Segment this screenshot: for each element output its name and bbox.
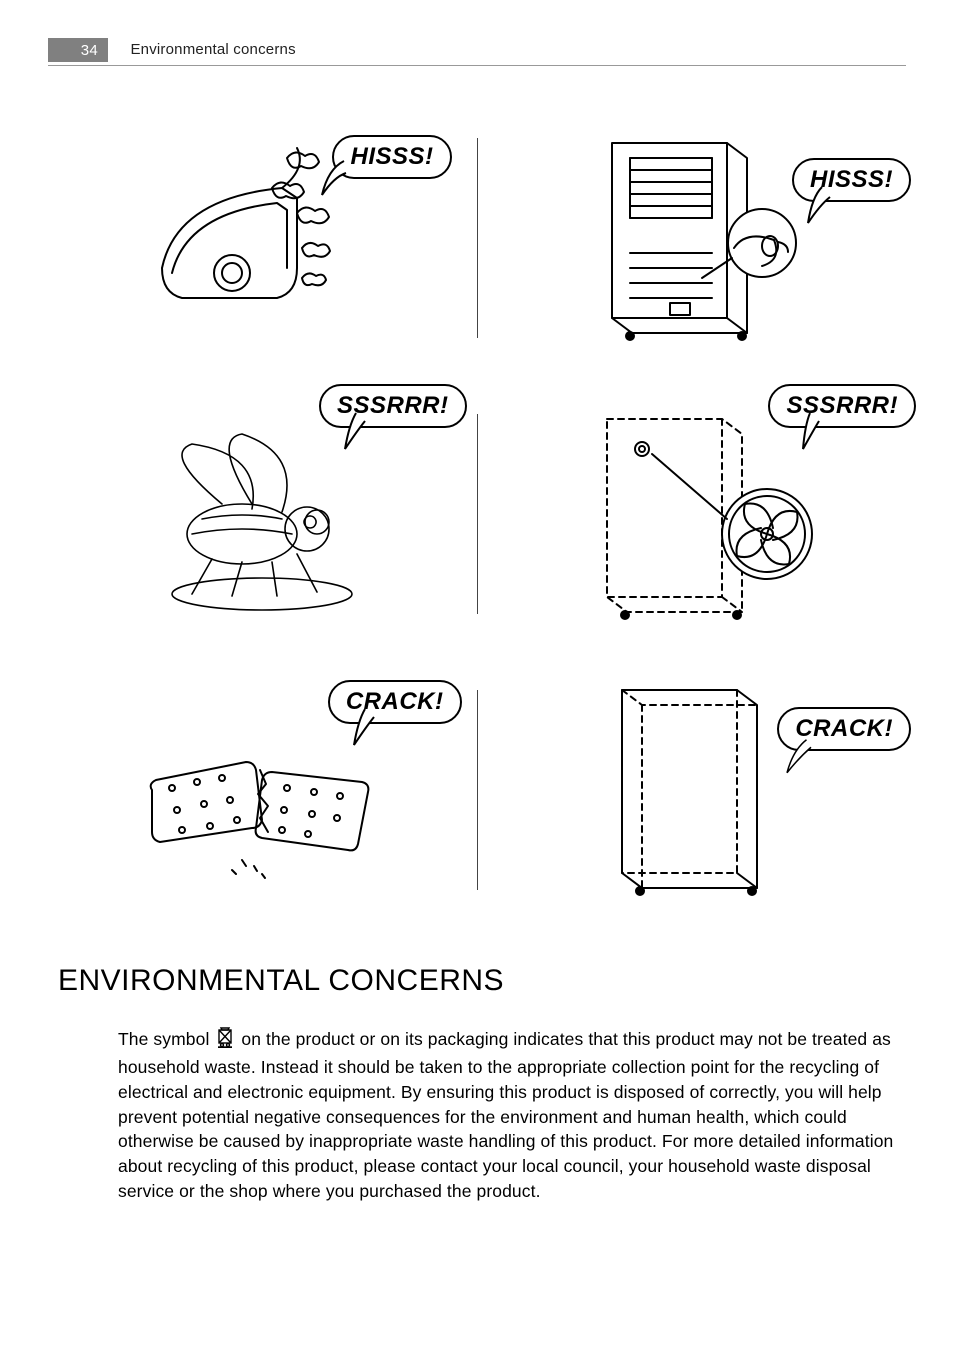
body-text-after: on the product or on its packaging indic… [118, 1029, 893, 1201]
speech-bubble: CRACK! [777, 707, 911, 751]
figure-row: HISSS! [48, 100, 906, 376]
fridge-fan-icon [552, 394, 832, 634]
sounds-figure: HISSS! [48, 100, 906, 930]
bubble-tail-icon [350, 707, 380, 747]
speech-bubble: CRACK! [328, 680, 462, 724]
bubble-tail-icon [804, 185, 834, 225]
bubble-tail-icon [316, 159, 346, 199]
page-number: 34 [81, 42, 98, 59]
bubble-tail-icon [784, 737, 814, 777]
speech-bubble: HISSS! [792, 158, 911, 202]
speech-bubble: HISSS! [332, 135, 451, 179]
figure-cell-iron: HISSS! [48, 100, 477, 376]
figure-cell-cracker: CRACK! [48, 652, 477, 928]
bubble-text: HISSS! [350, 143, 433, 170]
figure-cell-fridge-cabinet: CRACK! [478, 652, 907, 928]
figure-cell-fly: SSSRRR! [48, 376, 477, 652]
speech-bubble: SSSRRR! [319, 384, 467, 428]
bubble-tail-icon [341, 411, 371, 451]
weee-icon [216, 1026, 234, 1055]
body-text-before: The symbol [118, 1029, 214, 1049]
fridge-cabinet-icon [552, 670, 832, 910]
body-paragraph: The symbol on the product or on its pack… [118, 1026, 894, 1204]
figure-cell-fridge-condenser: HISSS! [478, 100, 907, 376]
page-header: 34 Environmental concerns [48, 38, 906, 66]
page-number-box: 34 [48, 38, 108, 62]
figure-row: SSSRRR! [48, 376, 906, 652]
figure-cell-fridge-fan: SSSRRR! [478, 376, 907, 652]
figure-row: CRACK! CRACK! [48, 652, 906, 928]
section-heading: ENVIRONMENTAL CONCERNS [58, 964, 504, 998]
fridge-condenser-icon [552, 118, 832, 358]
speech-bubble: SSSRRR! [768, 384, 916, 428]
bubble-tail-icon [795, 411, 825, 451]
running-title: Environmental concerns [130, 38, 295, 62]
